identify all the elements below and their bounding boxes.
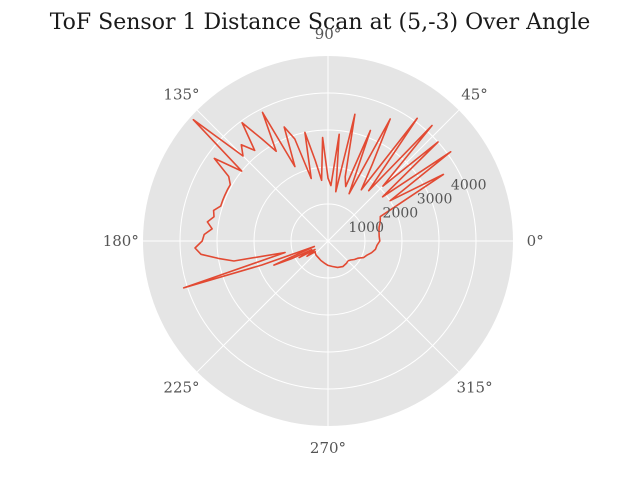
angular-grid-line: [196, 240, 329, 373]
tick-labels: 0° 45° 90° 135° 180° 225° 270° 315° 100020003000…: [103, 25, 544, 457]
angle-tick-label: 135°: [163, 85, 199, 103]
angle-tick-label: 0°: [527, 232, 544, 250]
angle-tick-label: 315°: [456, 379, 492, 397]
radial-tick-label: 1000: [348, 220, 384, 236]
angular-grid-line: [196, 109, 329, 242]
chart-title: ToF Sensor 1 Distance Scan at (5,-3) Ove…: [50, 10, 591, 35]
radial-tick-label: 3000: [417, 192, 453, 208]
angle-tick-label: 90°: [315, 25, 342, 43]
angular-grid-line: [327, 109, 460, 242]
radial-tick-label: 2000: [383, 206, 419, 222]
radial-tick-label: 4000: [451, 177, 487, 193]
grid: [143, 56, 513, 426]
distance-series-line: [182, 111, 452, 289]
angular-grid-line: [327, 240, 460, 373]
angle-tick-label: 270°: [310, 439, 346, 457]
angle-tick-label: 45°: [461, 85, 488, 103]
angle-tick-label: 180°: [103, 232, 139, 250]
angle-tick-label: 225°: [163, 379, 199, 397]
series-layer: [182, 111, 452, 289]
